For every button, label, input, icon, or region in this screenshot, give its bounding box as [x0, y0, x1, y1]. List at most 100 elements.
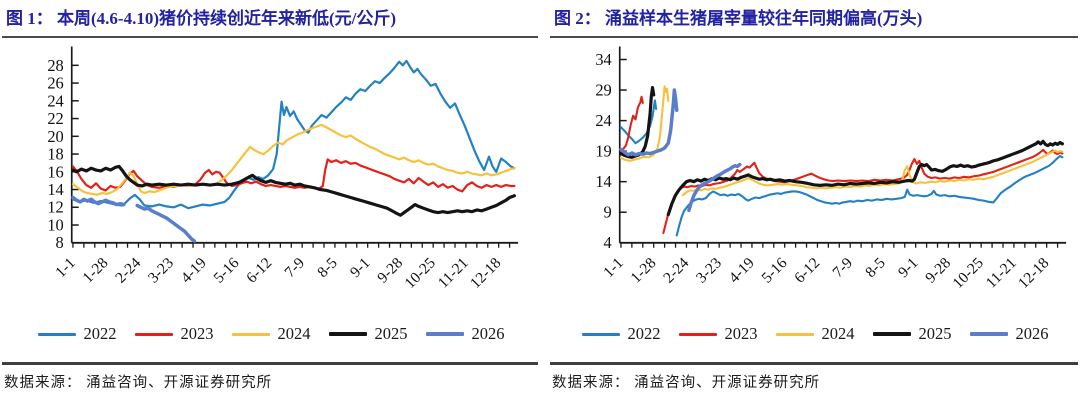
- legend-item-2026: 2026: [969, 324, 1049, 344]
- x-tick-label: 9-1: [347, 254, 374, 281]
- x-tick-label: 1-1: [52, 254, 79, 281]
- y-tick-label: 22: [47, 109, 63, 128]
- x-tick-label: 11-21: [983, 254, 1020, 291]
- legend-swatch-2026: [969, 332, 1008, 336]
- figure-1-chart-area: 8 10 12 14 16 18 20 22 24 26 28 1-1 1-28 2-24 3-23 4-19…: [2, 38, 540, 318]
- legend-swatch-2022: [37, 332, 76, 336]
- x-tick-label: 12-18: [1015, 254, 1053, 292]
- y-tick-label: 29: [595, 81, 611, 100]
- legend-label-2025: 2025: [918, 324, 952, 343]
- x-tick-label: 9-28: [374, 254, 406, 286]
- series-line-2024: [619, 85, 1064, 197]
- x-tick-label: 2-24: [112, 254, 144, 286]
- x-tick-label: 12-18: [467, 254, 505, 292]
- series-line-2022: [619, 99, 1064, 237]
- legend-label-2024: 2024: [821, 324, 855, 343]
- figure-2-title: 图 2： 涌益样本生猪屠宰量较往年同期偏高(万头): [554, 9, 923, 28]
- figure-2-title-rule: [550, 36, 1078, 38]
- legend-swatch-2022: [581, 332, 620, 336]
- y-tick-label: 20: [47, 127, 63, 146]
- series-line-2024: [71, 123, 516, 196]
- figure-1-title-rule: [2, 36, 538, 38]
- y-tick-label: 14: [595, 172, 611, 191]
- legend-swatch-2025: [872, 332, 911, 336]
- legend-label-2026: 2026: [1015, 324, 1049, 343]
- legend-swatch-2026: [425, 332, 464, 336]
- x-tick-label: 10-25: [401, 254, 439, 292]
- x-tick-label: 2-24: [660, 254, 692, 286]
- x-tick-label: 6-12: [243, 254, 275, 286]
- series-line-2025: [619, 86, 1064, 217]
- x-tick-label: 3-23: [145, 254, 177, 286]
- y-tick-label: 14: [47, 180, 63, 199]
- x-tick-label: 8-5: [862, 254, 889, 281]
- legend-label-2025: 2025: [374, 324, 408, 343]
- y-tick-label: 26: [47, 74, 63, 93]
- series-line-2023: [71, 158, 516, 193]
- legend-item-2025: 2025: [872, 324, 952, 344]
- y-tick-label: 18: [47, 145, 63, 164]
- y-tick-label: 4: [604, 233, 612, 252]
- y-tick-label: 28: [47, 56, 63, 75]
- legend-item-2024: 2024: [775, 324, 855, 344]
- legend-swatch-2023: [678, 332, 717, 336]
- figure-2-source: 数据来源： 涌益咨询、开源证券研究所: [552, 375, 821, 391]
- figure-1: 图 1： 本周(4.6-4.10)猪价持续创近年来新低(元/公斤) 8 10 12 1…: [2, 9, 540, 391]
- legend-label-2024: 2024: [277, 324, 311, 343]
- legend-label-2023: 2023: [180, 324, 214, 343]
- y-tick-label: 10: [47, 215, 63, 234]
- y-tick-label: 34: [595, 50, 611, 69]
- legend-item-2022: 2022: [37, 324, 117, 344]
- series-line-2026: [71, 195, 197, 243]
- legend-item-2023: 2023: [678, 324, 758, 344]
- y-tick-label: 8: [56, 233, 64, 252]
- legend-swatch-2024: [231, 332, 270, 336]
- legend-label-2022: 2022: [83, 324, 117, 343]
- legend-item-2024: 2024: [231, 324, 311, 344]
- series-line-2022: [71, 59, 516, 210]
- series-line-2026: [619, 88, 742, 213]
- x-tick-label: 1-28: [627, 254, 659, 286]
- x-tick-label: 9-1: [895, 254, 922, 281]
- figure-1-legend: 2022 2023 2024 2025 2026: [2, 320, 540, 348]
- legend-item-2022: 2022: [581, 324, 661, 344]
- figure-1-source: 数据来源： 涌益咨询、开源证券研究所: [4, 375, 273, 391]
- x-tick-label: 11-21: [435, 254, 472, 291]
- y-tick-label: 12: [47, 198, 63, 217]
- legend-label-2022: 2022: [627, 324, 661, 343]
- series-line-2025: [71, 164, 516, 217]
- x-tick-label: 4-19: [726, 254, 758, 286]
- x-tick-label: 3-23: [693, 254, 725, 286]
- figure-2-legend: 2022 2023 2024 2025 2026: [550, 320, 1080, 348]
- x-tick-label: 6-12: [791, 254, 823, 286]
- x-tick-label: 10-25: [949, 254, 987, 292]
- legend-swatch-2023: [134, 332, 173, 336]
- x-tick-label: 4-19: [178, 254, 210, 286]
- x-tick-label: 7-9: [829, 254, 856, 281]
- y-tick-label: 19: [595, 142, 611, 161]
- figure-1-source-rule: [2, 362, 538, 365]
- x-tick-label: 1-1: [600, 254, 627, 281]
- legend-item-2025: 2025: [328, 324, 408, 344]
- figure-1-title: 图 1： 本周(4.6-4.10)猪价持续创近年来新低(元/公斤): [6, 9, 397, 28]
- series-line-2023: [619, 95, 1064, 235]
- x-tick-label: 9-28: [922, 254, 954, 286]
- legend-label-2026: 2026: [471, 324, 505, 343]
- y-tick-label: 24: [595, 111, 611, 130]
- figure-2-source-rule: [550, 362, 1078, 365]
- figure-2-chart-area: 4 9 14 19 24 29 34 1-1 1-28 2-24 3-23 4-19 5-16 6-12 7…: [550, 38, 1080, 318]
- x-tick-label: 8-5: [314, 254, 341, 281]
- y-tick-label: 16: [47, 162, 63, 181]
- y-tick-label: 24: [47, 91, 63, 110]
- x-tick-label: 5-16: [210, 254, 242, 286]
- x-tick-label: 1-28: [79, 254, 111, 286]
- x-tick-label: 5-16: [758, 254, 790, 286]
- figure-2: 图 2： 涌益样本生猪屠宰量较往年同期偏高(万头) 4 9 14 19 24 29 34 1-…: [540, 0, 1080, 403]
- legend-swatch-2024: [775, 332, 814, 336]
- legend-swatch-2025: [328, 332, 367, 336]
- x-tick-label: 7-9: [281, 254, 308, 281]
- legend-item-2026: 2026: [425, 324, 505, 344]
- y-tick-label: 9: [604, 203, 612, 222]
- legend-item-2023: 2023: [134, 324, 214, 344]
